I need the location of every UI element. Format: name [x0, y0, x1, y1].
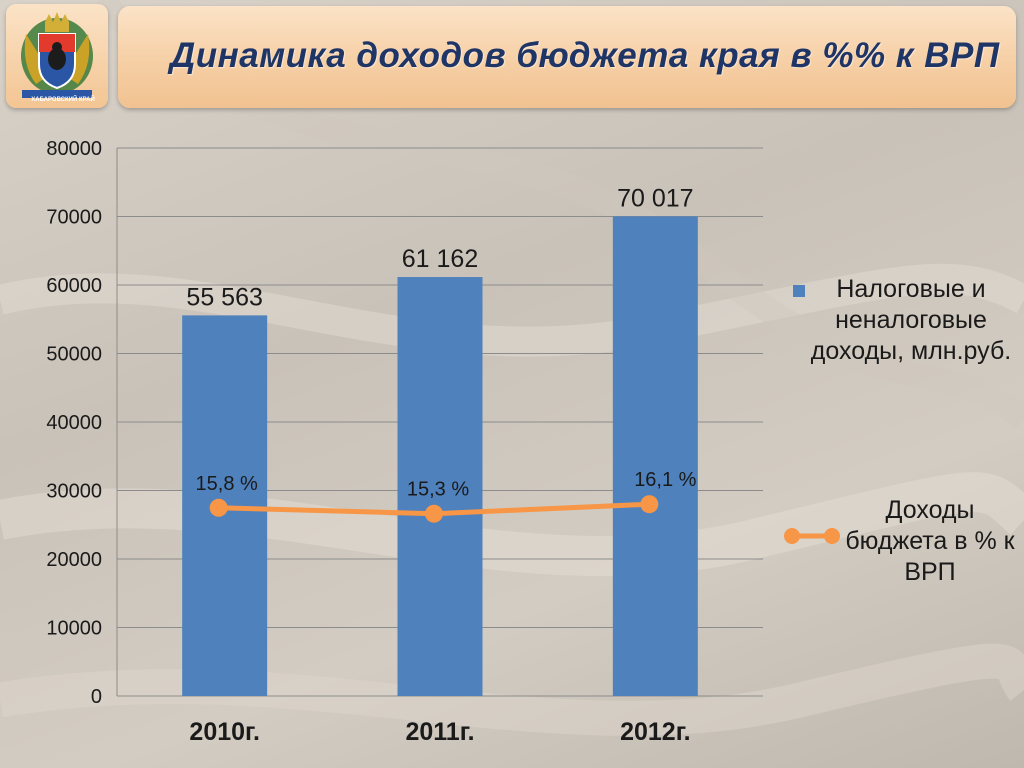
y-tick-label: 10000 [46, 618, 102, 640]
bar-data-label: 61 162 [402, 245, 478, 273]
bar [397, 277, 483, 696]
x-tick-label: 2010г. [189, 718, 259, 746]
line-point [640, 495, 659, 514]
y-tick-label: 30000 [46, 481, 102, 503]
y-tick-label: 20000 [46, 549, 102, 571]
y-tick-label: 0 [91, 686, 102, 708]
line-data-label: 15,8 % [196, 473, 258, 495]
y-tick-label: 60000 [46, 275, 102, 297]
legend-line-marker [784, 528, 840, 544]
line-point [425, 504, 443, 523]
bar-data-label: 70 017 [617, 184, 693, 212]
line-data-label: 15,3 % [407, 479, 469, 501]
x-tick-label: 2012г. [620, 718, 690, 746]
chart-bars [182, 216, 698, 696]
legend-line-label: Доходы бюджета в % к ВРП [845, 496, 1015, 586]
y-tick-label: 50000 [46, 344, 102, 366]
chart-line [209, 495, 659, 523]
y-tick-label: 80000 [46, 138, 102, 160]
bar [612, 216, 698, 696]
emblem-caption: ХАБАРОВСКИЙ КРАЙ [31, 97, 95, 103]
legend-bar-swatch [793, 285, 805, 297]
line-data-label: 16,1 % [634, 469, 696, 491]
bar-data-label: 55 563 [186, 283, 262, 311]
line-point [209, 498, 228, 517]
x-tick-label: 2011г. [405, 718, 474, 746]
legend-line-dot [824, 528, 840, 544]
legend-bar-label: Налоговые и неналоговые доходы, млн.руб. [810, 275, 1012, 365]
coat-of-arms-icon [21, 12, 93, 98]
y-tick-label: 70000 [46, 207, 102, 229]
legend-line-dot [784, 528, 800, 544]
y-tick-label: 40000 [46, 412, 102, 434]
chart-labels: 0 10000 20000 30000 40000 50000 60000 70000 8000… [46, 138, 696, 746]
title-bar [118, 6, 1016, 108]
coat-of-arms: ХАБАРОВСКИЙ КРАЙ [6, 4, 108, 108]
page-title: Динамика доходов бюджета края в %% к ВРП [170, 36, 1000, 75]
